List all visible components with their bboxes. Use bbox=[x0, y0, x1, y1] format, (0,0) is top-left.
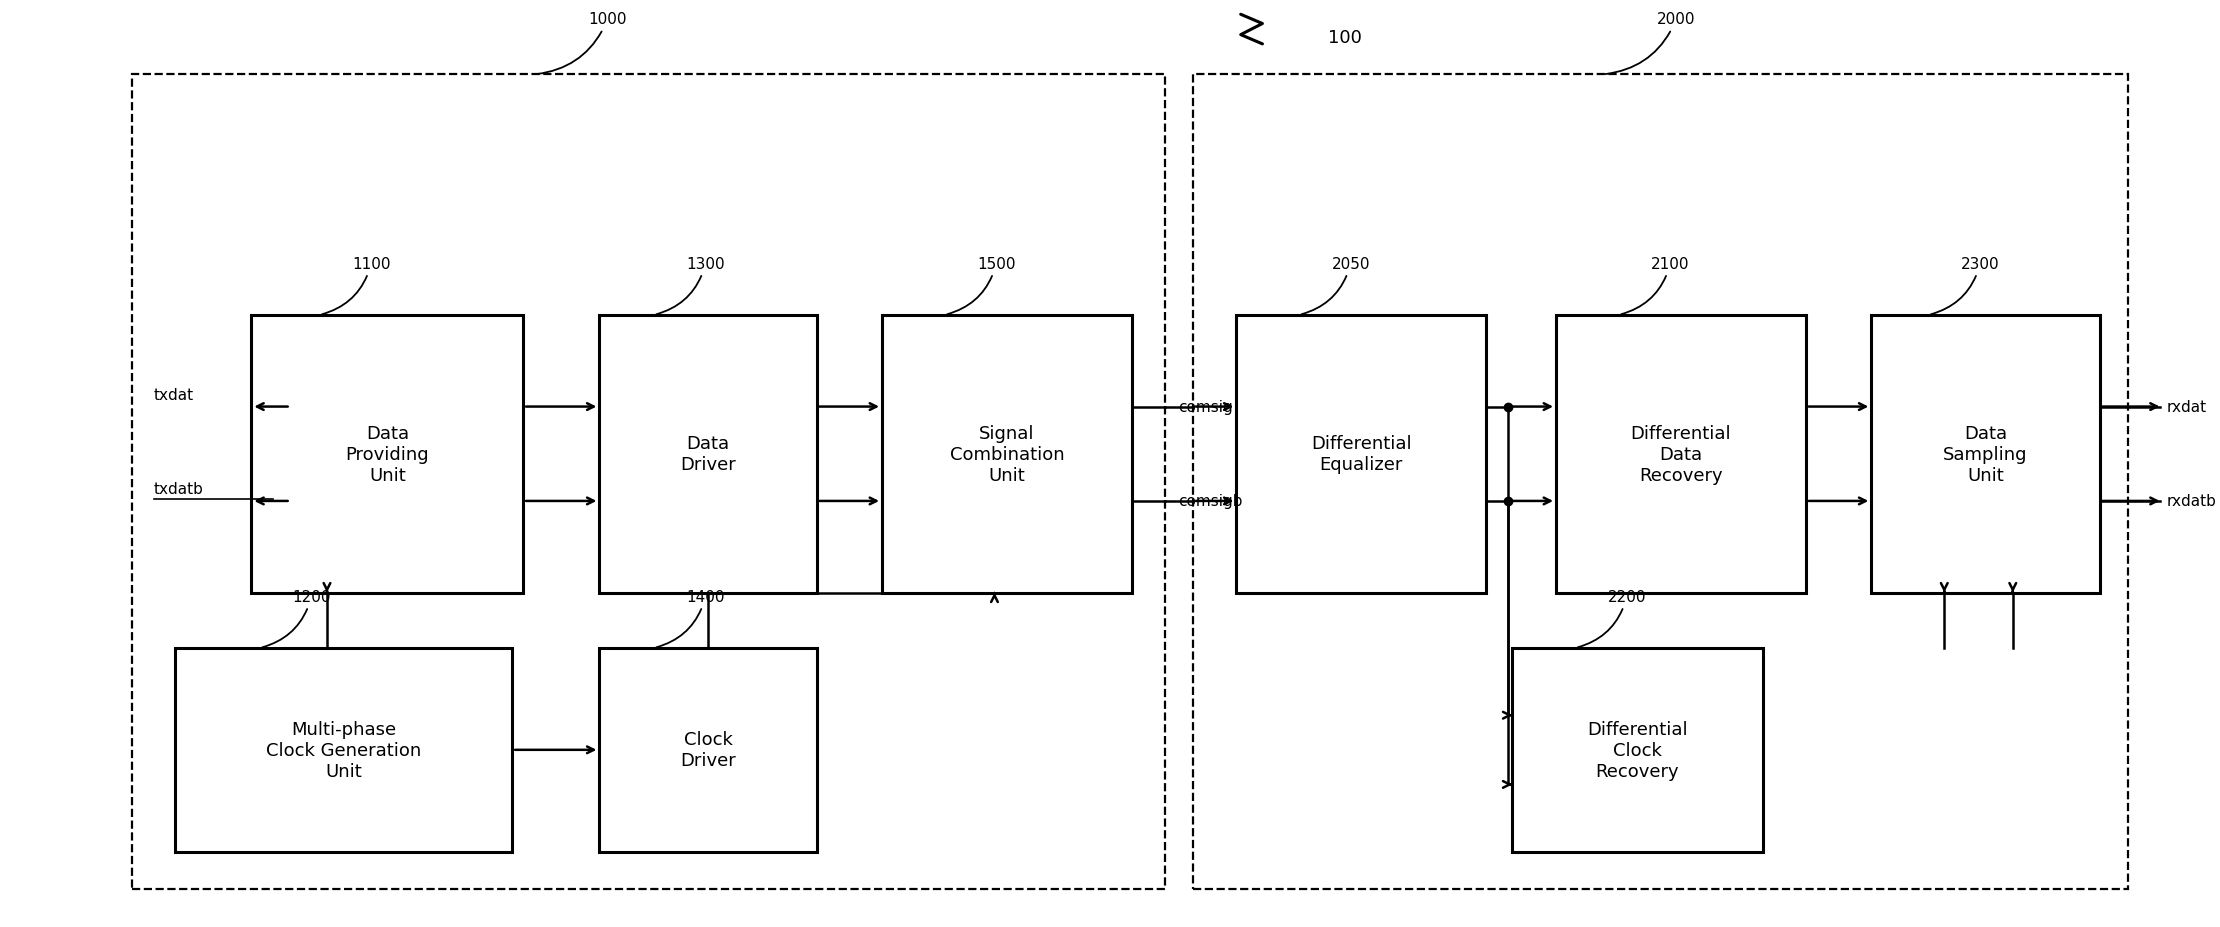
Text: 2200: 2200 bbox=[1578, 589, 1645, 648]
Text: 1400: 1400 bbox=[657, 589, 724, 648]
Text: comsig: comsig bbox=[1177, 400, 1232, 414]
FancyBboxPatch shape bbox=[1237, 315, 1487, 593]
Text: rxdat: rxdat bbox=[2167, 400, 2207, 414]
Text: comsigb: comsigb bbox=[1177, 494, 1243, 509]
Text: Multi-phase
Clock Generation
Unit: Multi-phase Clock Generation Unit bbox=[266, 720, 422, 780]
Text: 1000: 1000 bbox=[537, 12, 626, 75]
Text: 1300: 1300 bbox=[657, 256, 726, 315]
FancyBboxPatch shape bbox=[175, 648, 513, 852]
FancyBboxPatch shape bbox=[599, 315, 817, 593]
Text: Signal
Combination
Unit: Signal Combination Unit bbox=[950, 425, 1063, 484]
Text: Differential
Equalizer: Differential Equalizer bbox=[1312, 435, 1412, 474]
FancyBboxPatch shape bbox=[1871, 315, 2100, 593]
Text: rxdatb: rxdatb bbox=[2167, 494, 2218, 509]
FancyBboxPatch shape bbox=[599, 648, 817, 852]
Text: 2300: 2300 bbox=[1931, 256, 2000, 315]
FancyBboxPatch shape bbox=[251, 315, 524, 593]
Text: txdat: txdat bbox=[153, 387, 193, 402]
Text: Clock
Driver: Clock Driver bbox=[679, 730, 735, 769]
Text: Data
Sampling
Unit: Data Sampling Unit bbox=[1942, 425, 2027, 484]
Text: 1200: 1200 bbox=[262, 589, 331, 648]
Text: txdatb: txdatb bbox=[153, 482, 204, 497]
Text: Data
Driver: Data Driver bbox=[679, 435, 735, 474]
Text: 2000: 2000 bbox=[1605, 12, 1696, 75]
Text: 2100: 2100 bbox=[1621, 256, 1689, 315]
Text: 1500: 1500 bbox=[948, 256, 1015, 315]
FancyBboxPatch shape bbox=[1512, 648, 1763, 852]
Text: 2050: 2050 bbox=[1301, 256, 1370, 315]
Text: 100: 100 bbox=[1328, 30, 1361, 47]
Text: Data
Providing
Unit: Data Providing Unit bbox=[346, 425, 428, 484]
FancyBboxPatch shape bbox=[1556, 315, 1807, 593]
Text: Differential
Clock
Recovery: Differential Clock Recovery bbox=[1587, 720, 1687, 780]
Text: 1100: 1100 bbox=[322, 256, 391, 315]
Text: Differential
Data
Recovery: Differential Data Recovery bbox=[1632, 425, 1732, 484]
FancyBboxPatch shape bbox=[881, 315, 1132, 593]
